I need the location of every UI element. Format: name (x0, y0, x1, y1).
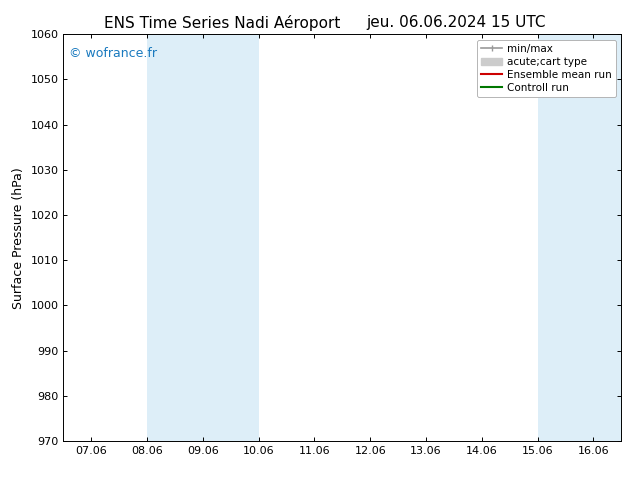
Bar (593, 34, 621, 441)
Text: © wofrance.fr: © wofrance.fr (69, 47, 157, 59)
Bar (147, 34, 203, 441)
Legend: min/max, acute;cart type, Ensemble mean run, Controll run: min/max, acute;cart type, Ensemble mean … (477, 40, 616, 97)
Y-axis label: Surface Pressure (hPa): Surface Pressure (hPa) (12, 167, 25, 309)
Bar (203, 34, 259, 441)
Text: jeu. 06.06.2024 15 UTC: jeu. 06.06.2024 15 UTC (366, 15, 547, 30)
Bar (538, 34, 593, 441)
Text: ENS Time Series Nadi Aéroport: ENS Time Series Nadi Aéroport (104, 15, 340, 31)
